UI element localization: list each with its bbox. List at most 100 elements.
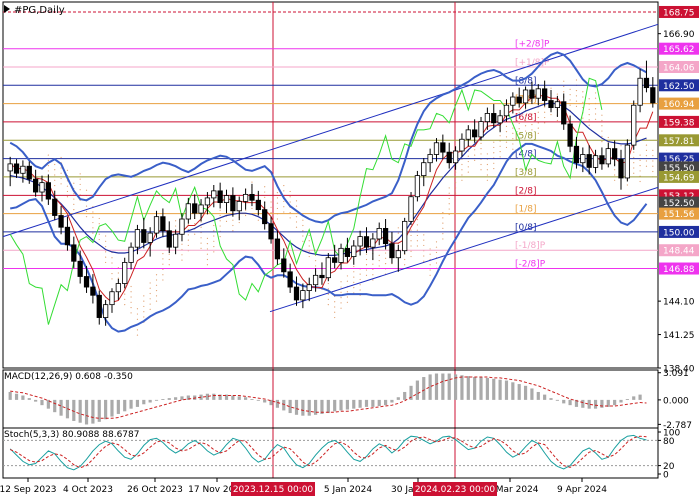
- cloud-dot: [378, 260, 380, 262]
- cloud-dot: [47, 165, 49, 167]
- candle-body: [624, 144, 630, 179]
- candle-body: [83, 276, 90, 288]
- cloud-dot: [245, 214, 247, 217]
- cloud-dot: [429, 264, 431, 266]
- cloud-dot: [582, 101, 584, 103]
- cloud-dot: [194, 223, 196, 225]
- candle-body: [618, 158, 624, 179]
- cloud-dot: [499, 150, 501, 153]
- cloud-dot: [213, 251, 215, 253]
- cloud-dot: [429, 253, 431, 255]
- cloud-dot: [117, 272, 119, 274]
- cloud-dot: [575, 95, 578, 97]
- candle-body: [179, 218, 185, 235]
- cloud-dot: [143, 305, 145, 308]
- cloud-dot: [264, 196, 266, 198]
- candle-body: [255, 199, 261, 211]
- price-tag: [659, 225, 699, 238]
- cloud-dot: [168, 264, 170, 266]
- cloud-dot: [66, 190, 69, 193]
- cloud-dot: [238, 221, 240, 224]
- cloud-dot: [633, 151, 635, 153]
- cloud-dot: [531, 129, 533, 131]
- candle-body: [204, 197, 211, 206]
- cloud-dot: [200, 242, 202, 244]
- collapse-arrow-icon[interactable]: [4, 5, 10, 13]
- cloud-dot: [607, 136, 609, 139]
- cloud-dot: [162, 263, 164, 265]
- candle-body: [268, 223, 274, 240]
- murrey-level-label: [-2/8]P: [515, 260, 546, 270]
- cloud-dot: [448, 203, 450, 205]
- cloud-dot: [124, 298, 126, 300]
- candle-body: [172, 233, 179, 248]
- cloud-dot: [556, 119, 558, 122]
- candle-body: [262, 209, 268, 225]
- cloud-dot: [652, 170, 654, 173]
- murrey-level-label: [8/8]: [515, 76, 537, 86]
- price-tag-label: 164.06: [663, 63, 695, 73]
- cloud-dot: [314, 260, 317, 262]
- cloud-dot: [225, 220, 228, 222]
- cloud-dot: [289, 217, 291, 219]
- cloud-dot: [232, 219, 234, 221]
- cloud-dot: [359, 273, 361, 275]
- cloud-dot: [47, 154, 49, 156]
- cloud-dot: [410, 255, 412, 258]
- cloud-dot: [206, 253, 209, 255]
- cloud-dot: [60, 183, 62, 185]
- candle-body: [71, 244, 77, 262]
- cloud-dot: [289, 201, 291, 203]
- cloud-dot: [429, 269, 431, 271]
- cloud-dot: [251, 207, 253, 210]
- candle-body: [503, 104, 510, 117]
- candle-body: [217, 190, 223, 203]
- cloud-dot: [66, 169, 69, 171]
- cloud-dot: [117, 277, 119, 279]
- macd-title: MACD(12,26,9) 0.608 -0.350: [4, 372, 133, 382]
- cloud-dot: [384, 257, 387, 259]
- cloud-dot: [531, 113, 533, 115]
- price-tag-label: 151.56: [663, 210, 695, 220]
- cloud-dot: [136, 329, 139, 331]
- x-tick-label: 4 Oct 2023: [63, 485, 113, 495]
- macd-panel: 3.091 0.000 -2.787: [2, 369, 692, 431]
- price-tag: [659, 42, 699, 55]
- cloud-dot: [168, 258, 170, 261]
- price-tag: [659, 134, 699, 147]
- cloud-dot: [505, 146, 508, 149]
- cloud-dot: [652, 155, 654, 157]
- cloud-dot: [206, 237, 209, 239]
- cloud-dot: [111, 278, 113, 280]
- cloud-dot: [232, 230, 234, 232]
- cloud-dot: [575, 89, 578, 92]
- cloud-dot: [404, 264, 406, 266]
- cloud-dot: [416, 219, 418, 221]
- cloud-dot: [232, 224, 234, 227]
- cloud-dot: [550, 87, 552, 89]
- candle-body: [351, 245, 357, 257]
- cloud-dot: [486, 174, 488, 176]
- cloud-dot: [327, 293, 329, 295]
- cloud-dot: [187, 223, 189, 225]
- trend-channel-lower: [269, 186, 659, 313]
- candle-body: [274, 238, 281, 260]
- murrey-level-label: [4/8]: [515, 150, 537, 160]
- cloud-dot: [614, 169, 616, 171]
- cloud-dot: [442, 217, 444, 219]
- cloud-dot: [187, 239, 189, 241]
- cloud-dot: [416, 234, 418, 237]
- cloud-dot: [47, 159, 49, 161]
- candle-body: [497, 115, 503, 124]
- candle-body: [338, 247, 344, 263]
- cloud-dot: [85, 189, 88, 191]
- cloud-dot: [614, 174, 616, 176]
- cloud-dot: [372, 268, 374, 271]
- cloud-dot: [143, 316, 145, 318]
- candle-body: [433, 142, 440, 155]
- price-tag-label: 160.94: [663, 100, 695, 110]
- cloud-dot: [633, 167, 635, 169]
- candle-body: [306, 284, 312, 291]
- cloud-dot: [98, 228, 100, 230]
- cloud-dot: [588, 124, 590, 126]
